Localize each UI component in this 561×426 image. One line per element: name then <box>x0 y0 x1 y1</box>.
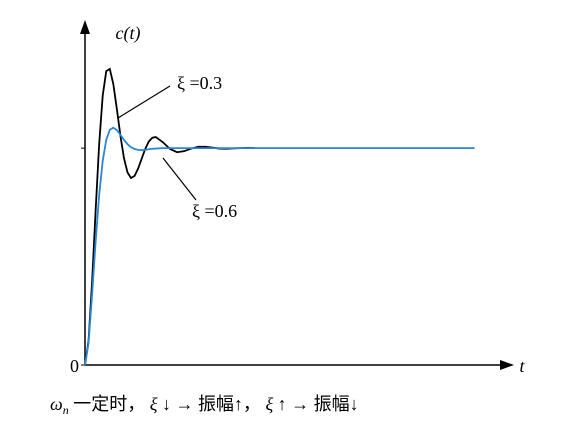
leader-line <box>162 157 197 201</box>
caption: ωn 一定时， ξ ↓ → 振幅↑， ξ ↑ → 振幅↓ <box>50 394 359 417</box>
caption-part: ↓ → 振幅↑， <box>157 394 261 414</box>
caption-part: ξ <box>261 394 274 414</box>
caption-part: ↑ → 振幅↓ <box>273 394 359 414</box>
x-axis-label: t <box>519 356 525 376</box>
caption-part: ω <box>50 394 63 414</box>
caption-part: n <box>63 403 69 417</box>
y-axis-label: c(t) <box>116 23 141 44</box>
leader-line <box>117 85 171 119</box>
caption-part: 一定时， <box>69 394 146 414</box>
caption-part: ξ <box>145 394 158 414</box>
y-axis-arrow <box>80 20 90 34</box>
series-label: ξ =0.6 <box>192 201 237 221</box>
y-tick-label: 0 <box>70 356 79 376</box>
line <box>84 126 475 366</box>
series-label: ξ =0.3 <box>177 73 222 93</box>
x-axis-arrow <box>500 360 514 370</box>
